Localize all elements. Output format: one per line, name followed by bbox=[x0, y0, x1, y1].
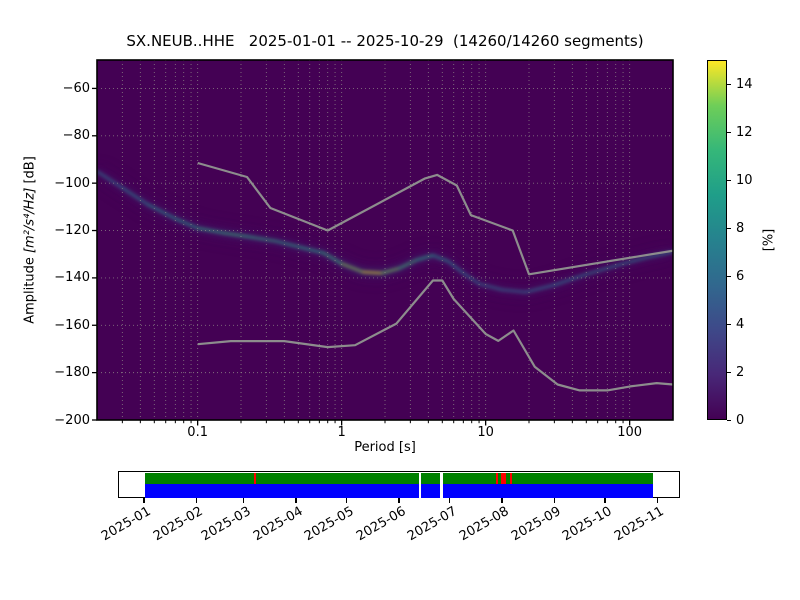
colorbar-tick bbox=[727, 83, 731, 85]
colorbar-tick bbox=[727, 275, 731, 277]
y-axis-label-unit: [dB] bbox=[22, 156, 38, 188]
timeline-month-tick bbox=[553, 498, 555, 503]
colorbar-tick bbox=[727, 227, 731, 229]
colorbar-tick bbox=[727, 419, 731, 421]
ppsd-axes bbox=[92, 59, 674, 426]
y-axis-label-math: [m²/s⁴/Hz] bbox=[22, 187, 38, 254]
colorbar-tick-label: 14 bbox=[736, 76, 753, 92]
y-tick-label: −120 bbox=[54, 223, 90, 239]
noise-model-nhnm-line bbox=[197, 161, 673, 276]
cloud-core bbox=[97, 170, 673, 293]
colorbar-tick bbox=[727, 371, 731, 373]
timeline-gap bbox=[418, 473, 422, 498]
timeline-month-tick bbox=[501, 498, 503, 503]
timeline-month-tick bbox=[604, 498, 606, 503]
timeline-event-mark bbox=[501, 473, 507, 484]
timeline-event-mark bbox=[253, 473, 256, 484]
colorbar-tick-label: 8 bbox=[736, 220, 745, 236]
plot-title: SX.NEUB..HHE 2025-01-01 -- 2025-10-29 (1… bbox=[126, 32, 644, 50]
y-tick-label: −60 bbox=[62, 80, 90, 96]
x-tick-label: 10 bbox=[477, 425, 494, 440]
x-tick-label: 1 bbox=[337, 425, 346, 440]
x-tick-label: 100 bbox=[617, 425, 643, 440]
data-coverage-timeline bbox=[118, 471, 680, 498]
coverage-bar-bottom bbox=[145, 484, 654, 498]
timeline-month-tick bbox=[656, 498, 658, 503]
colorbar-tick-label: 10 bbox=[736, 172, 753, 188]
timeline-month-tick bbox=[398, 498, 400, 503]
y-axis-label-prefix: Amplitude bbox=[22, 253, 38, 324]
coverage-bar-top bbox=[145, 473, 654, 484]
timeline-month-tick bbox=[295, 498, 297, 503]
colorbar-tick-label: 12 bbox=[736, 124, 753, 140]
y-tick-label: −160 bbox=[54, 317, 90, 333]
x-tick-label: 0.1 bbox=[187, 425, 208, 440]
axes-decorations bbox=[92, 59, 674, 426]
plot-area-wrap bbox=[87, 50, 697, 439]
colorbar-tick bbox=[727, 131, 731, 133]
colorbar-gradient bbox=[707, 60, 727, 420]
colorbar-tick-label: 2 bbox=[736, 364, 745, 380]
timeline-event-mark bbox=[510, 473, 513, 484]
x-axis-label: Period [s] bbox=[354, 440, 416, 455]
colorbar-tick-label: 0 bbox=[736, 412, 745, 428]
colorbar-tick bbox=[727, 323, 731, 325]
y-tick-label: −80 bbox=[62, 128, 90, 144]
colorbar-tick-label: 4 bbox=[736, 316, 745, 332]
colorbar-tick bbox=[727, 179, 731, 181]
noise-model-nlnm-line bbox=[197, 279, 673, 392]
timeline-gap bbox=[439, 473, 443, 498]
y-tick-label: −140 bbox=[54, 270, 90, 286]
timeline-month-tick bbox=[242, 498, 245, 503]
grid-lines bbox=[97, 60, 673, 420]
colorbar-tick-label: 6 bbox=[736, 268, 745, 284]
ppsd-heatmap bbox=[97, 60, 673, 420]
timeline-month-tick bbox=[143, 498, 145, 503]
timeline-event-mark bbox=[495, 473, 498, 484]
timeline-month-tick bbox=[345, 498, 348, 503]
timeline-month-tick bbox=[448, 498, 451, 503]
y-tick-label: −180 bbox=[54, 365, 90, 381]
timeline-month-tick bbox=[195, 498, 198, 503]
y-tick-label: −200 bbox=[54, 412, 90, 428]
y-tick-label: −100 bbox=[54, 175, 90, 191]
